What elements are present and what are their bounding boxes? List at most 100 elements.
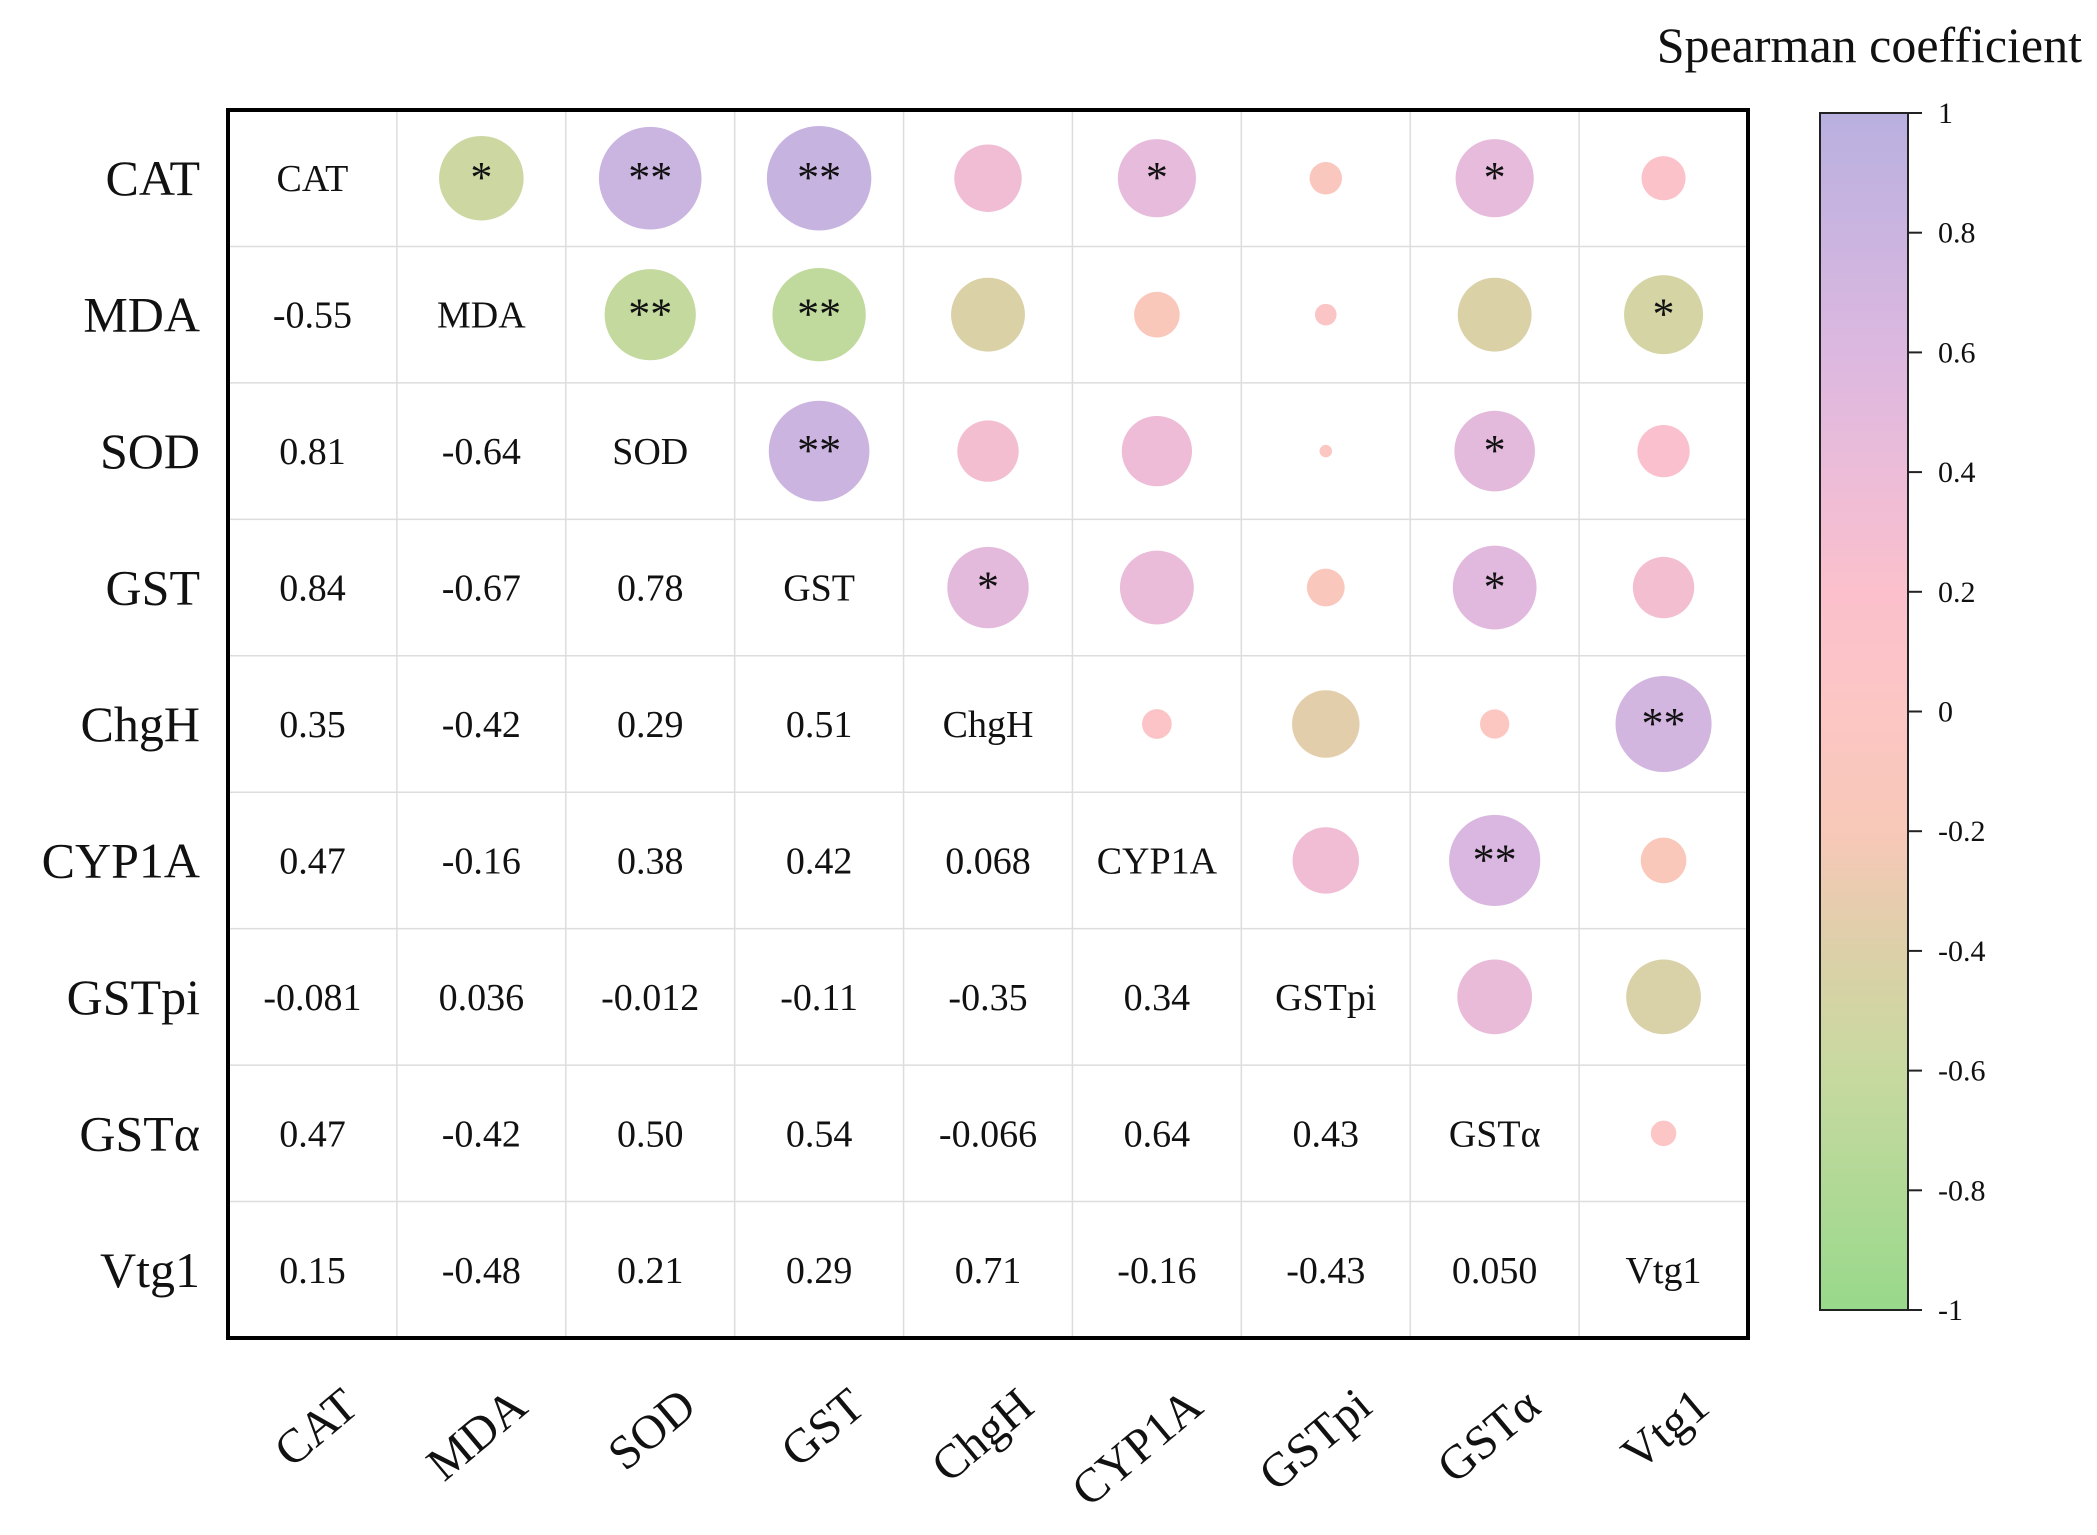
coefficient-value: 0.84 bbox=[279, 568, 346, 610]
column-label: SOD bbox=[598, 1378, 706, 1480]
correlation-circle bbox=[1480, 709, 1510, 739]
correlation-circle bbox=[1309, 161, 1343, 195]
coefficient-value: 0.068 bbox=[945, 840, 1031, 882]
coefficient-value: -0.066 bbox=[939, 1113, 1037, 1155]
correlation-circle bbox=[1650, 1120, 1677, 1147]
grid-lines bbox=[228, 110, 1748, 1338]
colorbar-gradient bbox=[1819, 112, 1909, 1311]
diagonal-label: Vtg1 bbox=[1626, 1250, 1702, 1292]
coefficient-value: -0.43 bbox=[1286, 1250, 1365, 1292]
correlation-circle bbox=[604, 269, 696, 361]
coefficient-value: -0.16 bbox=[442, 840, 521, 882]
colorbar-ticks: 1 0.8 0.6 0.4 0.2 0 -0.2 -0.4 -0.6 -0.8 -1 bbox=[1908, 97, 1986, 1327]
correlation-circle bbox=[439, 135, 524, 221]
significance-marker: ** bbox=[628, 290, 672, 339]
correlation-circle bbox=[1142, 709, 1172, 739]
correlation-circle bbox=[1632, 556, 1695, 619]
colorbar-tick-label: -0.6 bbox=[1938, 1055, 1986, 1088]
colorbar-tick-label: 0.2 bbox=[1938, 576, 1976, 609]
row-label: GSTα bbox=[79, 1105, 200, 1161]
correlation-circle bbox=[768, 400, 870, 502]
diagonal-label: SOD bbox=[612, 431, 688, 473]
colorbar-title: Spearman coefficient bbox=[1657, 17, 2082, 73]
colorbar-tick-label: 0 bbox=[1938, 696, 1953, 729]
significance-marker: ** bbox=[1642, 699, 1686, 748]
significance-marker: ** bbox=[797, 290, 841, 339]
row-label: MDA bbox=[83, 287, 200, 343]
coefficient-value: 0.35 bbox=[279, 704, 346, 746]
coefficient-value: 0.21 bbox=[617, 1250, 684, 1292]
colorbar-tick-label: -0.2 bbox=[1938, 815, 1986, 848]
coefficient-value: 0.29 bbox=[617, 704, 684, 746]
column-label: GST bbox=[771, 1378, 875, 1477]
column-label: CYP1A bbox=[1062, 1378, 1213, 1517]
significance-marker: * bbox=[470, 153, 492, 202]
coefficient-value: 0.38 bbox=[617, 840, 684, 882]
correlation-circle bbox=[772, 268, 866, 362]
colorbar-tick-label: 1 bbox=[1938, 97, 1953, 130]
row-label: GST bbox=[106, 560, 200, 616]
correlation-circle bbox=[1626, 959, 1701, 1035]
coefficient-value: 0.050 bbox=[1452, 1250, 1538, 1292]
correlation-circle bbox=[1292, 690, 1360, 758]
coefficient-value: 0.29 bbox=[786, 1250, 853, 1292]
column-label: MDA bbox=[417, 1378, 537, 1491]
correlation-circle bbox=[1615, 675, 1712, 773]
coefficient-value: 0.036 bbox=[439, 977, 525, 1019]
correlation-circle bbox=[1449, 814, 1541, 907]
column-label: GSTpi bbox=[1249, 1378, 1381, 1501]
coefficient-value: -0.012 bbox=[601, 977, 699, 1019]
correlation-circle bbox=[1454, 410, 1535, 492]
coefficient-value: -0.42 bbox=[442, 704, 521, 746]
coefficient-value: -0.64 bbox=[442, 431, 521, 473]
correlation-circle bbox=[1314, 303, 1337, 326]
diagonal-labels: CAT MDA SOD GST ChgH CYP1A GSTpi GSTα Vtg1 bbox=[277, 158, 1702, 1292]
colorbar-tick-label: 0.4 bbox=[1938, 456, 1976, 489]
coefficient-value: 0.51 bbox=[786, 704, 853, 746]
colorbar-tick-label: 0.6 bbox=[1938, 336, 1976, 369]
diagonal-label: GSTα bbox=[1449, 1113, 1541, 1155]
coefficient-value: 0.15 bbox=[279, 1250, 346, 1292]
correlation-circle bbox=[1121, 415, 1193, 487]
colorbar-tick-label: -1 bbox=[1938, 1294, 1963, 1327]
correlation-circle bbox=[1306, 568, 1345, 607]
row-label: SOD bbox=[100, 423, 200, 479]
coefficient-value: -0.42 bbox=[442, 1113, 521, 1155]
coefficient-value: -0.11 bbox=[780, 977, 858, 1019]
coefficient-value: 0.54 bbox=[786, 1113, 853, 1155]
correlation-circle bbox=[1119, 550, 1194, 625]
correlation-circle bbox=[1457, 277, 1532, 352]
coefficient-value: 0.78 bbox=[617, 568, 684, 610]
column-label: Vtg1 bbox=[1611, 1378, 1719, 1480]
column-labels: CAT MDA SOD GST ChgH CYP1A GSTpi GSTα Vtg1 bbox=[264, 1378, 1719, 1517]
correlation-circle bbox=[598, 126, 702, 230]
correlation-circle bbox=[1117, 139, 1196, 218]
coefficient-value: -0.081 bbox=[263, 977, 361, 1019]
coefficient-value: 0.71 bbox=[955, 1250, 1022, 1292]
upper-triangle-circles: * ** ** * *** ** *** ** ***** bbox=[439, 125, 1712, 1147]
correlation-circle bbox=[1637, 424, 1690, 478]
coefficient-value: -0.67 bbox=[442, 568, 521, 610]
correlation-circle bbox=[1452, 545, 1537, 630]
coefficient-value: -0.55 bbox=[273, 295, 352, 337]
coefficient-value: 0.47 bbox=[279, 840, 346, 882]
diagonal-label: GSTpi bbox=[1275, 977, 1376, 1019]
coefficient-value: -0.48 bbox=[442, 1250, 521, 1292]
coefficient-value: 0.47 bbox=[279, 1113, 346, 1155]
correlation-circle bbox=[1455, 139, 1534, 218]
coefficient-value: 0.42 bbox=[786, 840, 853, 882]
colorbar-tick-label: 0.8 bbox=[1938, 217, 1976, 250]
correlation-circle bbox=[1319, 444, 1333, 458]
coefficient-value: -0.16 bbox=[1117, 1250, 1196, 1292]
significance-marker: ** bbox=[797, 426, 841, 475]
colorbar-tick-label: -0.4 bbox=[1938, 935, 1986, 968]
row-labels: CAT MDA SOD GST ChgH CYP1A GSTpi GSTα Vtg1 bbox=[42, 150, 200, 1298]
coefficient-value: 0.64 bbox=[1124, 1113, 1191, 1155]
significance-marker: ** bbox=[797, 153, 841, 202]
diagonal-label: ChgH bbox=[943, 704, 1034, 746]
diagonal-label: GST bbox=[783, 568, 855, 610]
correlation-circle bbox=[1624, 275, 1704, 355]
diagonal-label: MDA bbox=[437, 295, 526, 337]
column-label: CAT bbox=[264, 1378, 368, 1477]
